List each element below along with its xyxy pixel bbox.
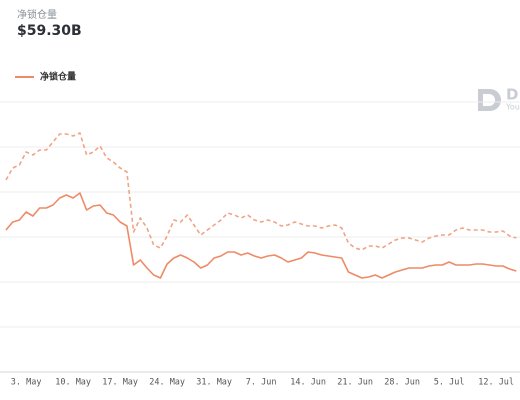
x-tick-label: 12. Jul: [478, 378, 514, 388]
x-tick-label: 10. May: [55, 378, 91, 388]
x-tick-label: 28. Jun: [384, 378, 420, 388]
series-line: [5, 192, 517, 279]
x-tick-label: 5. Jul: [434, 378, 465, 388]
x-tick-label: 31. May: [196, 378, 232, 388]
watermark: D You: [478, 86, 520, 112]
legend-text: 净锁仓量: [40, 71, 76, 83]
watermark-logo-text: D: [506, 86, 518, 104]
x-tick-label: 21. Jun: [337, 378, 373, 388]
x-tick-label: 24. May: [149, 378, 185, 388]
x-tick-label: 3. May: [11, 378, 42, 388]
x-tick-label: 7. Jun: [246, 378, 277, 388]
watermark-tagline: You: [505, 103, 520, 112]
header-label: 净锁仓量: [17, 8, 57, 21]
header-value: $59.30B: [17, 23, 82, 39]
x-tick-label: 14. Jun: [290, 378, 326, 388]
x-tick-label: 17. May: [102, 378, 138, 388]
series-line: [5, 132, 517, 251]
watermark-logo: [478, 89, 501, 111]
